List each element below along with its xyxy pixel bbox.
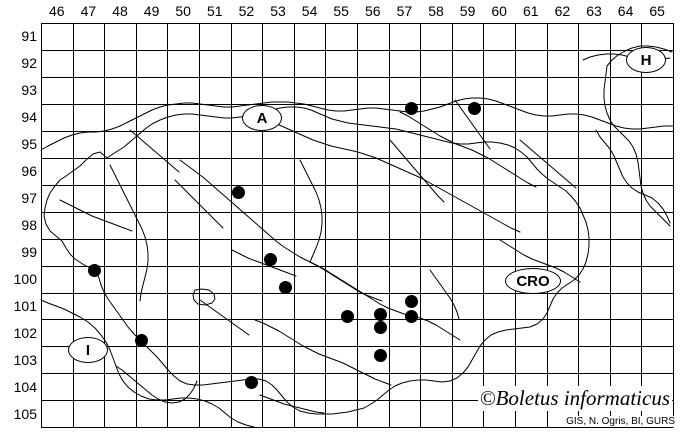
y-axis-tick-label: 102 — [13, 324, 37, 341]
river-south-tributary — [199, 299, 250, 336]
x-axis-tick-label: 53 — [270, 3, 286, 19]
y-axis-tick-label: 93 — [21, 82, 37, 99]
x-axis-tick-label: 64 — [617, 3, 634, 19]
river-savinja — [299, 159, 323, 263]
occurrence-dot — [467, 101, 481, 115]
river-soca — [109, 164, 149, 302]
country-code-h: H — [626, 47, 666, 73]
occurrence-dot — [278, 280, 292, 294]
river-raba — [519, 139, 577, 189]
river-drava — [267, 119, 521, 233]
lake-cerknica — [192, 288, 216, 306]
y-axis-tick-label: 92 — [21, 55, 37, 72]
occurrence-dot — [340, 309, 354, 323]
istria-peninsula — [115, 365, 198, 404]
occurrence-dot — [404, 294, 418, 308]
y-axis-tick-label: 96 — [21, 163, 37, 180]
grid-lines — [40, 22, 675, 429]
x-axis-tick-label: 46 — [49, 3, 65, 19]
occurrence-dot — [404, 101, 418, 115]
river-sotla — [429, 269, 460, 320]
y-axis-tick-label: 91 — [21, 28, 37, 45]
austria-boundary — [40, 97, 674, 151]
x-axis-tick-label: 65 — [649, 3, 665, 19]
x-axis-tick-label: 62 — [554, 3, 571, 19]
country-code-i: I — [68, 337, 108, 363]
x-axis-tick-label: 60 — [491, 3, 507, 19]
occurrence-dot — [244, 375, 258, 389]
y-axis-tick-label: 98 — [21, 217, 37, 234]
river-nw-alps — [129, 129, 180, 173]
occurrence-dot — [87, 263, 101, 277]
x-axis-tick-label: 55 — [333, 3, 349, 19]
y-axis-tick-label: 95 — [21, 136, 37, 153]
croatia-coast-east — [595, 129, 671, 224]
x-axis-tick-label: 63 — [586, 3, 602, 19]
river-mura — [399, 111, 537, 188]
river-sava — [179, 159, 461, 341]
x-axis-tick-label: 61 — [523, 3, 539, 19]
copyright-notice: ©Boletus informaticus — [477, 386, 672, 411]
river-dravinja — [389, 139, 445, 203]
occurrence-dot — [231, 185, 245, 199]
y-axis-tick-label: 99 — [21, 244, 37, 261]
y-axis-tick-label: 105 — [13, 405, 37, 422]
x-axis-tick-label: 52 — [238, 3, 255, 19]
river-east-lowland — [499, 239, 581, 283]
x-axis-tick-label: 50 — [175, 3, 191, 19]
adriatic-coast — [40, 299, 255, 428]
y-axis-tick-label: 97 — [21, 190, 37, 207]
occurrence-dot — [373, 320, 387, 334]
occurrence-dot — [373, 348, 387, 362]
x-axis-tick-label: 57 — [396, 3, 413, 19]
x-axis-tick-label: 59 — [459, 3, 476, 19]
occurrence-dot — [263, 252, 277, 266]
occurrence-dot — [373, 307, 387, 321]
x-axis-tick-label: 56 — [365, 3, 381, 19]
x-axis-tick-label: 49 — [143, 3, 160, 19]
river-north-tributary — [454, 99, 491, 150]
river-ljubljanica — [231, 249, 297, 277]
y-axis-tick-label: 101 — [13, 297, 37, 314]
y-axis-tick-label: 104 — [13, 378, 37, 395]
x-axis-tick-label: 48 — [112, 3, 128, 19]
occurrence-dot — [404, 309, 418, 323]
slovenia-border — [43, 106, 590, 415]
x-axis-tick-label: 51 — [207, 3, 223, 19]
attribution-credits: GIS, N. Ogris, BI, GURS — [565, 416, 676, 427]
river-west-alps — [59, 199, 133, 232]
x-axis-tick-label: 47 — [80, 3, 97, 19]
river-bela — [174, 179, 224, 229]
hungary-west-border — [603, 65, 671, 227]
river-kolpa — [254, 319, 392, 386]
hungary-croatia-border — [606, 45, 673, 67]
x-axis-tick-label: 54 — [301, 3, 318, 19]
occurrence-dot — [134, 333, 148, 347]
country-code-cro: CRO — [505, 268, 561, 294]
coast-detail-south — [259, 394, 325, 414]
y-axis-tick-label: 100 — [13, 271, 37, 288]
river-krka — [309, 261, 383, 302]
x-axis-tick-label: 58 — [428, 3, 444, 19]
country-code-a: A — [242, 105, 282, 131]
y-axis-tick-label: 103 — [13, 351, 37, 368]
y-axis-tick-label: 94 — [21, 109, 37, 126]
